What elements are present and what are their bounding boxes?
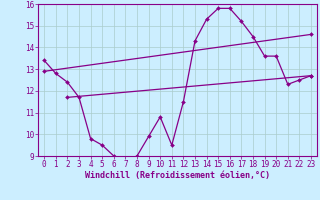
X-axis label: Windchill (Refroidissement éolien,°C): Windchill (Refroidissement éolien,°C) xyxy=(85,171,270,180)
